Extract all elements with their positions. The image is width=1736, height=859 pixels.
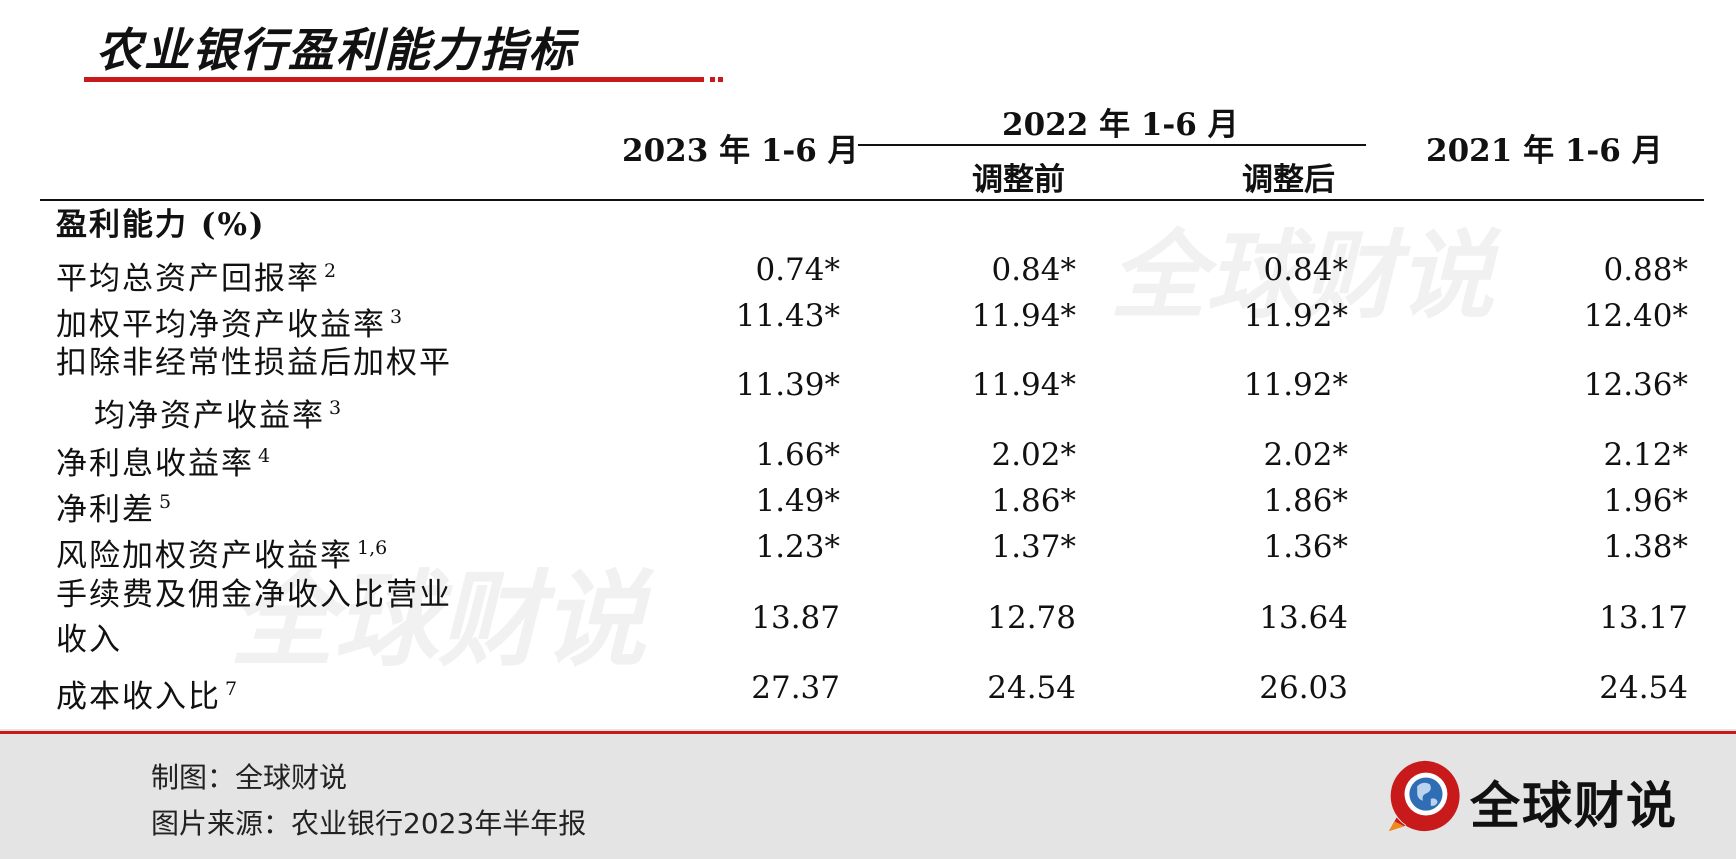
row-label: 手续费及佣金净收入比营业 bbox=[56, 577, 452, 613]
logo-text: 全球财说 bbox=[1470, 777, 1678, 835]
value-2022-before: 0.84* bbox=[991, 252, 1076, 288]
title-underline bbox=[84, 77, 704, 82]
watermark: 全球财说 bbox=[1110, 220, 1494, 332]
row-label: 平均总资产回报率 2 bbox=[56, 260, 337, 297]
value-2022-after: 1.86* bbox=[1263, 483, 1348, 519]
footnote-ref: 1,6 bbox=[357, 537, 388, 559]
value-2022-after: 13.64 bbox=[1259, 600, 1348, 636]
value-2023: 0.74* bbox=[755, 252, 840, 288]
value-2023: 27.37 bbox=[751, 670, 840, 706]
value-2022-before: 12.78 bbox=[987, 600, 1076, 636]
globe-logo-icon bbox=[1388, 760, 1460, 832]
header-2022-after: 调整后 bbox=[1242, 162, 1335, 198]
header-2023: 2023 年 1-6 月 bbox=[622, 133, 859, 169]
value-2022-after: 11.92* bbox=[1243, 367, 1348, 403]
value-2022-after: 26.03 bbox=[1259, 670, 1348, 706]
value-2021: 13.17 bbox=[1599, 600, 1688, 636]
row-label: 净利差 5 bbox=[56, 491, 172, 528]
value-2022-before: 11.94* bbox=[971, 298, 1076, 334]
header-2022-before: 调整前 bbox=[972, 162, 1065, 198]
value-2021: 2.12* bbox=[1603, 437, 1688, 473]
value-2022-before: 1.86* bbox=[991, 483, 1076, 519]
footer-rule bbox=[0, 731, 1736, 734]
value-2022-after: 0.84* bbox=[1263, 252, 1348, 288]
value-2022-after: 1.36* bbox=[1263, 529, 1348, 565]
value-2021: 1.96* bbox=[1603, 483, 1688, 519]
value-2021: 12.36* bbox=[1583, 367, 1688, 403]
value-2023: 1.23* bbox=[755, 529, 840, 565]
header-bottom-rule bbox=[40, 199, 1704, 201]
value-2021: 24.54 bbox=[1599, 670, 1688, 706]
value-2021: 12.40* bbox=[1583, 298, 1688, 334]
footer-source: 图片来源：农业银行2023年半年报 bbox=[151, 807, 587, 840]
footnote-ref: 2 bbox=[324, 260, 337, 282]
value-2022-before: 2.02* bbox=[991, 437, 1076, 473]
row-label: 扣除非经常性损益后加权平 bbox=[56, 345, 452, 381]
value-2022-before: 1.37* bbox=[991, 529, 1076, 565]
footnote-ref: 4 bbox=[258, 445, 271, 467]
watermark: 全球财说 bbox=[230, 559, 647, 681]
row-label: 风险加权资产收益率 1,6 bbox=[56, 537, 388, 574]
value-2023: 13.87 bbox=[751, 600, 840, 636]
page-title: 农业银行盈利能力指标 bbox=[96, 23, 576, 77]
value-2023: 11.39* bbox=[735, 367, 840, 403]
value-2022-before: 24.54 bbox=[987, 670, 1076, 706]
value-2023: 1.49* bbox=[755, 483, 840, 519]
footnote-ref: 3 bbox=[390, 306, 403, 328]
value-2022-after: 2.02* bbox=[1263, 437, 1348, 473]
row-label: 加权平均净资产收益率 3 bbox=[56, 306, 403, 343]
footnote-ref: 5 bbox=[159, 491, 172, 513]
row-label-continued: 收入 bbox=[56, 622, 122, 658]
header-2021: 2021 年 1-6 月 bbox=[1426, 133, 1663, 169]
header-2022-rule bbox=[858, 144, 1366, 146]
footnote-ref: 7 bbox=[225, 678, 238, 700]
row-label: 成本收入比 7 bbox=[56, 678, 238, 715]
footer-maker: 制图：全球财说 bbox=[151, 761, 348, 794]
value-2021: 1.38* bbox=[1603, 529, 1688, 565]
value-2022-before: 11.94* bbox=[971, 367, 1076, 403]
row-label: 净利息收益率 4 bbox=[56, 445, 271, 482]
section-heading: 盈利能力 (%) bbox=[56, 207, 266, 243]
footnote-ref: 3 bbox=[329, 397, 342, 419]
header-2022: 2022 年 1-6 月 bbox=[1002, 107, 1239, 143]
value-2023: 11.43* bbox=[735, 298, 840, 334]
value-2022-after: 11.92* bbox=[1243, 298, 1348, 334]
title-underline-dot bbox=[710, 77, 715, 82]
row-label-continued: 均净资产收益率 3 bbox=[94, 397, 342, 434]
title-underline-dot bbox=[718, 77, 723, 82]
value-2021: 0.88* bbox=[1603, 252, 1688, 288]
title-block: 农业银行盈利能力指标 bbox=[84, 0, 744, 90]
value-2023: 1.66* bbox=[755, 437, 840, 473]
